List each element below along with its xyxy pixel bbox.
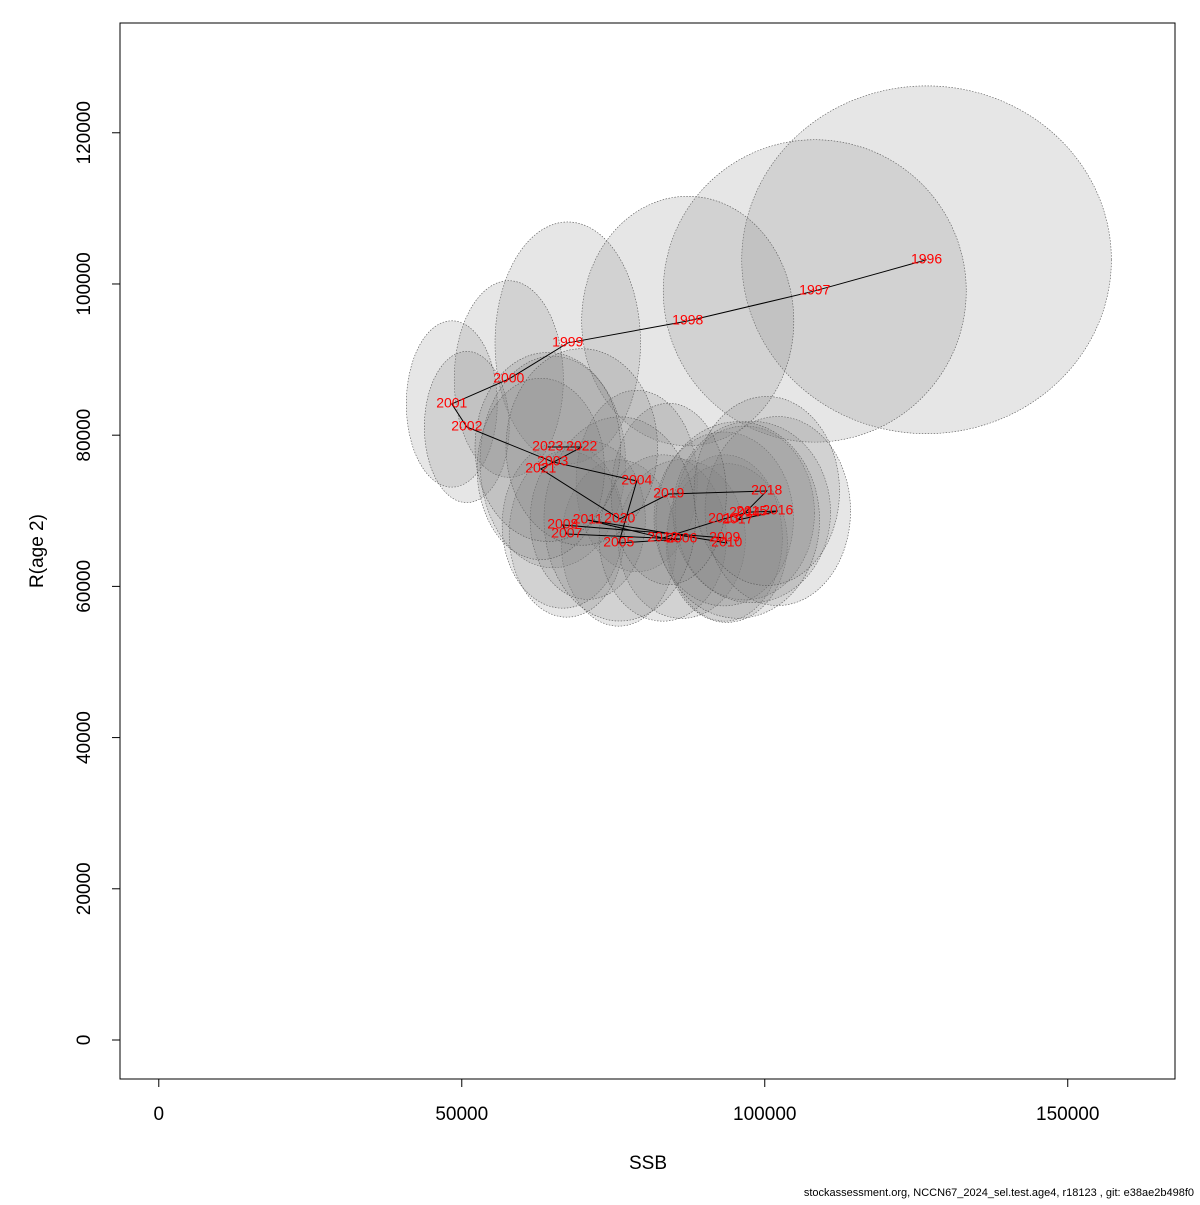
footer: stockassessment.org, NCCN67_2024_sel.tes… — [804, 1187, 1194, 1199]
y-tick-label: 60000 — [74, 560, 95, 613]
point-label: 2015 — [736, 503, 767, 519]
point-label: 2019 — [653, 485, 684, 501]
y-tick-label: 20000 — [74, 862, 95, 915]
point-label: 2020 — [604, 510, 635, 526]
point-label: 2010 — [711, 534, 742, 550]
point-label: 2018 — [751, 482, 782, 498]
plot-box — [119, 22, 1176, 1080]
point-label: 2017 — [722, 511, 753, 527]
point-label: 2023 — [532, 438, 563, 454]
point-label: 2013 — [708, 510, 739, 526]
point-label: 2008 — [547, 516, 578, 532]
point-label: 2002 — [451, 418, 482, 434]
x-axis-label: SSB — [629, 1153, 667, 1174]
point-label: 2016 — [762, 502, 793, 518]
x-tick-label: 150000 — [1036, 1104, 1099, 1125]
x-tick-label: 50000 — [435, 1104, 488, 1125]
point-label: 2004 — [621, 472, 652, 488]
point-label: 2007 — [551, 525, 582, 541]
point-label: 2009 — [709, 529, 740, 545]
x-tick-label: 0 — [153, 1104, 164, 1125]
point-label: 2006 — [666, 530, 697, 546]
point-label: 2022 — [566, 438, 597, 454]
y-tick-label: 0 — [74, 1035, 95, 1046]
point-label: 2012 — [647, 529, 678, 545]
trajectory-line — [451, 259, 927, 544]
y-tick-label: 40000 — [74, 711, 95, 764]
point-label: 2014 — [729, 504, 760, 520]
y-tick-label: 80000 — [74, 409, 95, 462]
point-label: 2011 — [573, 511, 603, 527]
y-tick-label: 100000 — [74, 252, 95, 315]
x-tick-label: 100000 — [733, 1104, 796, 1125]
point-label: 2003 — [537, 453, 568, 469]
y-tick-label: 120000 — [74, 101, 95, 164]
point-label: 1996 — [911, 250, 942, 266]
point-label: 2005 — [603, 534, 634, 550]
point-label: 1999 — [552, 334, 583, 350]
point-label: 1997 — [799, 282, 830, 298]
point-label: 1998 — [672, 312, 703, 328]
point-label: 2000 — [493, 370, 524, 386]
point-label: 2001 — [436, 395, 467, 411]
y-axis-label: R(age 2) — [27, 514, 48, 588]
point-label: 2021 — [525, 460, 556, 476]
